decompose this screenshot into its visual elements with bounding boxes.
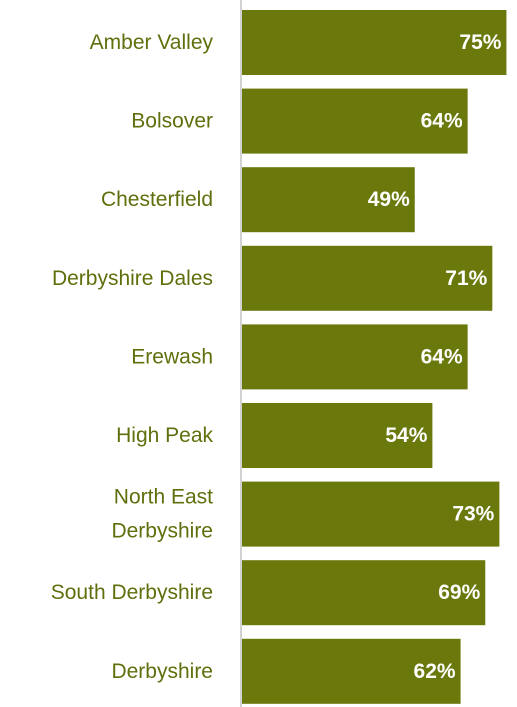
data-label-amber-valley: 75%	[459, 31, 501, 54]
category-label-derbyshire-dales: Derbyshire Dales	[52, 267, 213, 290]
bar-erewash	[242, 324, 468, 390]
data-label-north-east-derbyshire: 73%	[452, 503, 494, 526]
data-label-derbyshire-dales: 71%	[445, 267, 487, 290]
data-label-bolsover: 64%	[421, 110, 463, 133]
category-label-north-east-derbyshire: North East Derbyshire	[111, 486, 213, 543]
data-label-high-peak: 54%	[385, 424, 427, 447]
bar-high-peak	[242, 403, 433, 468]
bar-chesterfield	[242, 167, 415, 233]
category-label-derbyshire: Derbyshire	[111, 660, 213, 683]
data-label-chesterfield: 49%	[368, 188, 410, 211]
bar-derbyshire-dales	[242, 245, 493, 311]
category-label-chesterfield: Chesterfield	[101, 188, 213, 211]
bars-layer	[242, 10, 507, 704]
bar-bolsover	[242, 88, 468, 154]
data-labels-layer: 75% 64% 49% 71% 64% 54% 73% 69% 62%	[368, 31, 502, 683]
bar-north-east-derbyshire	[242, 481, 500, 547]
bar-derbyshire	[242, 638, 461, 704]
bar-south-derbyshire	[242, 560, 486, 626]
data-label-derbyshire: 62%	[414, 660, 456, 683]
data-label-south-derbyshire: 69%	[438, 581, 480, 604]
category-label-high-peak: High Peak	[116, 424, 213, 447]
data-label-erewash: 64%	[421, 345, 463, 368]
category-label-amber-valley: Amber Valley	[90, 31, 214, 54]
category-labels-layer: Amber Valley Bolsover Chesterfield Derbyshi…	[51, 31, 214, 683]
category-label-erewash: Erewash	[131, 345, 213, 368]
bar-amber-valley	[242, 10, 507, 75]
category-label-south-derbyshire: South Derbyshire	[51, 581, 213, 604]
category-label-bolsover: Bolsover	[131, 110, 213, 133]
